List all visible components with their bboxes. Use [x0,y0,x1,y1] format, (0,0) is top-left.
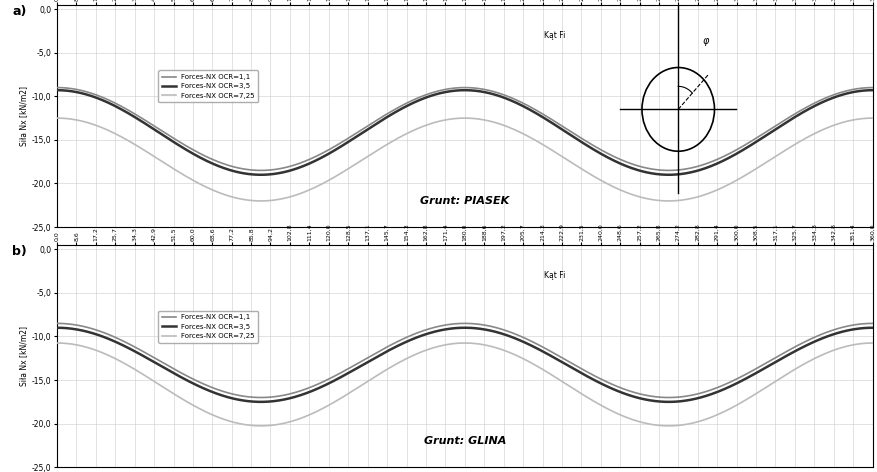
Text: a): a) [12,5,26,18]
Y-axis label: Siła Nx [kN/m2]: Siła Nx [kN/m2] [18,86,28,146]
Legend: Forces-NX OCR=1,1, Forces-NX OCR=3,5, Forces-NX OCR=7,25: Forces-NX OCR=1,1, Forces-NX OCR=3,5, Fo… [159,311,258,343]
Y-axis label: Siła Nx [kN/m2]: Siła Nx [kN/m2] [18,326,28,386]
Text: Grunt: GLINA: Grunt: GLINA [424,436,506,446]
Text: Grunt: PIASEK: Grunt: PIASEK [420,196,510,206]
Text: Kąt Fi: Kąt Fi [544,271,566,280]
Legend: Forces-NX OCR=1,1, Forces-NX OCR=3,5, Forces-NX OCR=7,25: Forces-NX OCR=1,1, Forces-NX OCR=3,5, Fo… [159,70,258,102]
Text: $\varphi$: $\varphi$ [702,36,710,49]
Text: Kąt Fi: Kąt Fi [544,31,566,40]
Text: b): b) [12,245,27,258]
